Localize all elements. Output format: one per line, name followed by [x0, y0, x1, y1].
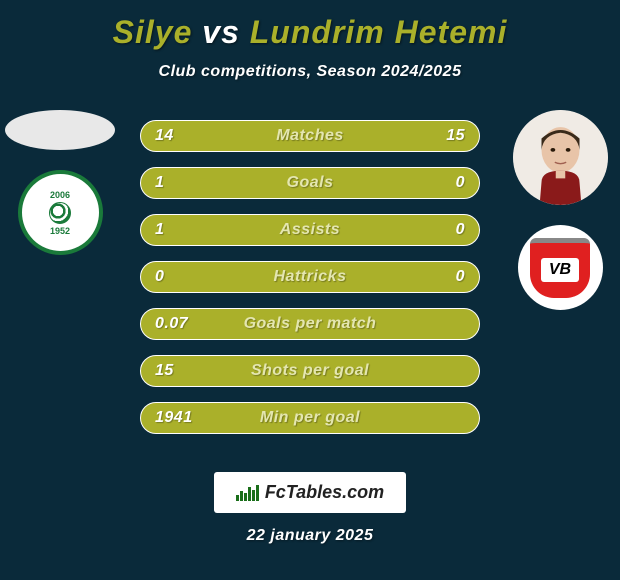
- club-initials: VB: [541, 258, 579, 282]
- right-avatars-column: VB: [500, 110, 620, 310]
- player2-name: Lundrim Hetemi: [250, 14, 508, 50]
- player1-club-badge: 2006 1952: [18, 170, 103, 255]
- stat-label: Assists: [205, 221, 415, 239]
- club-year-bottom: 1952: [50, 226, 70, 236]
- comparison-title: Silye vs Lundrim Hetemi: [0, 0, 620, 51]
- stat-left-value: 1941: [155, 409, 205, 427]
- stat-left-value: 1: [155, 221, 205, 239]
- footer-date: 22 january 2025: [247, 527, 374, 545]
- stat-row-min-per-goal: 1941 Min per goal: [140, 402, 480, 434]
- brand-text: FcTables.com: [265, 482, 384, 503]
- stat-left-value: 14: [155, 127, 205, 145]
- subtitle: Club competitions, Season 2024/2025: [0, 63, 620, 81]
- stat-label: Goals per match: [205, 315, 415, 333]
- stat-row-goals: 1 Goals 0: [140, 167, 480, 199]
- club-badge-inner: 2006 1952: [33, 185, 88, 240]
- stat-row-matches: 14 Matches 15: [140, 120, 480, 152]
- bar-chart-icon: [236, 485, 259, 501]
- stat-label: Shots per goal: [205, 362, 415, 380]
- stat-label: Min per goal: [205, 409, 415, 427]
- stat-left-value: 1: [155, 174, 205, 192]
- stat-label: Hattricks: [205, 268, 415, 286]
- club-year-top: 2006: [50, 190, 70, 200]
- club-shield-icon: VB: [530, 238, 590, 298]
- stat-row-goals-per-match: 0.07 Goals per match: [140, 308, 480, 340]
- stat-right-value: 15: [415, 127, 465, 145]
- stat-row-shots-per-goal: 15 Shots per goal: [140, 355, 480, 387]
- player2-photo: [513, 110, 608, 205]
- player-headshot-icon: [513, 110, 608, 205]
- player1-name: Silye: [113, 14, 193, 50]
- stat-left-value: 0.07: [155, 315, 205, 333]
- footer: FcTables.com 22 january 2025: [0, 472, 620, 545]
- stat-left-value: 15: [155, 362, 205, 380]
- stat-label: Goals: [205, 174, 415, 192]
- stat-right-value: 0: [415, 268, 465, 286]
- stat-right-value: 0: [415, 174, 465, 192]
- stat-row-assists: 1 Assists 0: [140, 214, 480, 246]
- football-icon: [49, 202, 71, 224]
- vs-text: vs: [202, 14, 240, 50]
- stat-label: Matches: [205, 127, 415, 145]
- player2-club-badge: VB: [518, 225, 603, 310]
- stat-left-value: 0: [155, 268, 205, 286]
- stat-row-hattricks: 0 Hattricks 0: [140, 261, 480, 293]
- player1-photo-placeholder: [5, 110, 115, 150]
- stats-container: 14 Matches 15 1 Goals 0 1 Assists 0 0 Ha…: [140, 120, 480, 434]
- stat-right-value: 0: [415, 221, 465, 239]
- fctables-brand[interactable]: FcTables.com: [214, 472, 406, 513]
- left-avatars-column: 2006 1952: [0, 110, 120, 255]
